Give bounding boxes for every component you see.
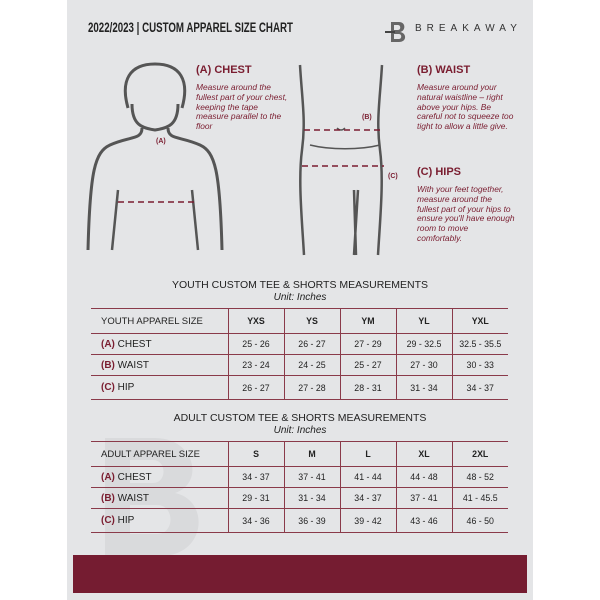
cell: 27 - 29 [339, 333, 396, 355]
adult-unit: Unit: Inches [273, 425, 327, 436]
size-header: L [339, 441, 396, 467]
size-header: XL [395, 441, 452, 467]
table-row: (C) HIP 26 - 27 27 - 28 28 - 31 31 - 34 34 - … [91, 375, 508, 400]
row-label: (B) WAIST [91, 487, 228, 509]
cell: 34 - 37 [451, 375, 508, 400]
adult-size-table: ADULT APPAREL SIZE S M L XL 2XL (A) CHEST 34 … [91, 441, 508, 533]
row-label: (C) HIP [91, 375, 228, 400]
size-header: YM [339, 308, 396, 334]
cell: 32.5 - 35.5 [451, 333, 508, 355]
cell: 28 - 31 [339, 375, 396, 400]
hips-guide-text: With your feet together, measure around … [417, 184, 515, 243]
waist-marker: (B) [362, 114, 372, 121]
youth-size-table: YOUTH APPAREL SIZE YXS YS YM YL YXL (A) CHES… [91, 308, 508, 400]
header-label: YOUTH APPAREL SIZE [91, 308, 228, 334]
cell: 27 - 30 [395, 354, 452, 376]
cell: 46 - 50 [451, 508, 508, 533]
cell: 30 - 33 [451, 354, 508, 376]
table-row: (B) WAIST 23 - 24 24 - 25 25 - 27 27 - 30 30 … [91, 354, 508, 376]
waist-guide-text: Measure around your natural waistline – … [417, 82, 514, 132]
hips-marker: (C) [388, 173, 398, 180]
waist-guide-title: (B) WAIST [417, 64, 471, 76]
cell: 41 - 45.5 [451, 487, 508, 509]
cell: 31 - 34 [395, 375, 452, 400]
size-header: M [283, 441, 340, 467]
cell: 34 - 37 [339, 487, 396, 509]
body-measurement-diagram [86, 62, 384, 256]
cell: 25 - 26 [227, 333, 284, 355]
table-header-row: ADULT APPAREL SIZE S M L XL 2XL [91, 441, 508, 467]
cell: 41 - 44 [339, 466, 396, 488]
cell: 34 - 37 [227, 466, 284, 488]
table-row: (C) HIP 34 - 36 36 - 39 39 - 42 43 - 46 46 - … [91, 508, 508, 533]
cell: 25 - 27 [339, 354, 396, 376]
header-label: ADULT APPAREL SIZE [91, 441, 228, 467]
size-header: 2XL [451, 441, 508, 467]
youth-unit: Unit: Inches [273, 292, 327, 303]
table-header-row: YOUTH APPAREL SIZE YXS YS YM YL YXL [91, 308, 508, 334]
breakaway-logo-icon [385, 22, 406, 42]
cell: 36 - 39 [283, 508, 340, 533]
brand-name: BREAKAWAY [415, 23, 522, 34]
row-label: (C) HIP [91, 508, 228, 533]
cell: 27 - 28 [283, 375, 340, 400]
cell: 31 - 34 [283, 487, 340, 509]
cell: 44 - 48 [395, 466, 452, 488]
table-row: (A) CHEST 25 - 26 26 - 27 27 - 29 29 - 32.5 3… [91, 333, 508, 355]
size-header: YS [283, 308, 340, 334]
cell: 26 - 27 [227, 375, 284, 400]
row-label: (B) WAIST [91, 354, 228, 376]
cell: 23 - 24 [227, 354, 284, 376]
cell: 48 - 52 [451, 466, 508, 488]
cell: 37 - 41 [283, 466, 340, 488]
adult-section-title: ADULT CUSTOM TEE & SHORTS MEASUREMENTS [173, 412, 427, 424]
page-title: 2022/2023 | CUSTOM APPAREL SIZE CHART [88, 20, 293, 35]
size-header: YXL [451, 308, 508, 334]
row-label: (A) CHEST [91, 466, 228, 488]
youth-section-title: YOUTH CUSTOM TEE & SHORTS MEASUREMENTS [171, 279, 429, 291]
size-header: YXS [227, 308, 284, 334]
cell: 29 - 32.5 [395, 333, 452, 355]
row-label: (A) CHEST [91, 333, 228, 355]
chest-guide-text: Measure around the fullest part of your … [196, 82, 288, 132]
cell: 37 - 41 [395, 487, 452, 509]
size-header: YL [395, 308, 452, 334]
table-row: (A) CHEST 34 - 37 37 - 41 41 - 44 44 - 48 48 … [91, 466, 508, 488]
cell: 39 - 42 [339, 508, 396, 533]
footer-bar [73, 555, 527, 593]
table-row: (B) WAIST 29 - 31 31 - 34 34 - 37 37 - 41 41 … [91, 487, 508, 509]
chest-marker: (A) [156, 138, 166, 145]
hips-guide-title: (C) HIPS [417, 166, 461, 178]
chest-guide-title: (A) CHEST [196, 64, 252, 76]
cell: 24 - 25 [283, 354, 340, 376]
cell: 29 - 31 [227, 487, 284, 509]
cell: 26 - 27 [283, 333, 340, 355]
cell: 43 - 46 [395, 508, 452, 533]
cell: 34 - 36 [227, 508, 284, 533]
size-header: S [227, 441, 284, 467]
